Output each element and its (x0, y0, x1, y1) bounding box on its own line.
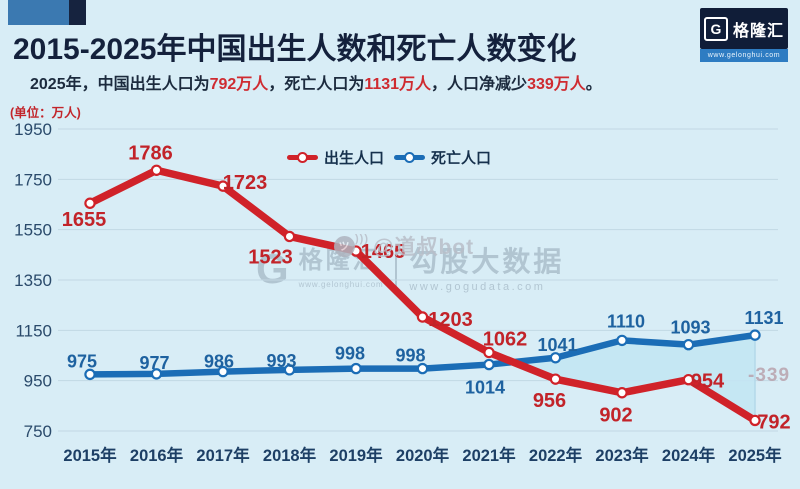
birth-value-label: 792 (757, 411, 790, 433)
subtitle-highlight: 339万人 (527, 76, 586, 93)
birth-value-label: 1655 (62, 209, 107, 231)
header-accent-navy (69, 0, 86, 25)
data-point-marker (616, 387, 628, 399)
gelonghui-url: www.gelonghui.com (700, 49, 788, 62)
birth-line-marker-icon (287, 152, 318, 163)
data-point-marker (84, 197, 96, 209)
data-point-marker (416, 362, 429, 375)
death-value-label: 1014 (465, 378, 505, 398)
legend-label-death: 死亡人口 (431, 150, 492, 167)
weibo-waves-icon: ))) (355, 233, 369, 245)
death-value-label: 986 (204, 352, 234, 372)
data-point-marker (217, 365, 229, 378)
death-value-label: 1041 (537, 335, 577, 355)
gelonghui-g-icon: G (703, 16, 728, 41)
data-point-marker (283, 364, 296, 376)
birth-value-label: 1723 (223, 172, 268, 194)
header-accent-blue (8, 0, 69, 25)
watermark-gogudata-url: www.gogudata.com (409, 281, 546, 293)
birth-value-label: 1062 (483, 328, 528, 350)
x-tick-label: 2016年 (130, 445, 184, 465)
birth-value-label: 956 (533, 390, 566, 412)
watermark-g-icon: G (256, 245, 289, 292)
weibo-watermark-text: @道叔bot (373, 236, 475, 259)
subtitle: 2025年，中国出生人口为792万人，死亡人口为1131万人，人口净减少339万… (30, 70, 770, 94)
deficit-fill-area (513, 335, 755, 421)
subtitle-text: ，人口净减少 (431, 76, 528, 93)
birth-value-label: 1465 (361, 241, 406, 263)
birth-value-label: 1523 (248, 246, 293, 268)
page-title: 2015-2025年中国出生人数和死亡人数变化 (13, 33, 577, 66)
data-point-marker (682, 338, 695, 351)
data-point-marker (150, 368, 163, 380)
x-tick-label: 2022年 (529, 445, 583, 465)
birth-value-label: 1203 (428, 309, 473, 331)
net-change-annotation: -339 (748, 365, 791, 386)
x-tick-label: 2024年 (662, 445, 716, 465)
gelonghui-logo: G 格隆汇 www.gelonghui.com (700, 8, 788, 62)
subtitle-text: 2025年，中国出生人口为 (30, 76, 210, 93)
data-point-marker (350, 362, 362, 375)
subtitle-highlight: 1131万人 (364, 76, 432, 93)
death-value-label: 1093 (670, 318, 710, 338)
watermark-divider (395, 248, 398, 292)
death-value-label: 998 (335, 344, 365, 364)
data-point-marker (616, 334, 628, 347)
data-point-marker (749, 329, 761, 341)
y-tick-label: 750 (24, 422, 52, 441)
weibo-panda-icon: ツ (334, 235, 355, 257)
x-tick-label: 2023年 (595, 445, 649, 465)
data-point-marker (283, 230, 296, 243)
data-point-marker (217, 180, 229, 192)
y-tick-label: 1150 (15, 321, 52, 340)
unit-label: (单位：万人) (10, 106, 81, 120)
death-value-label: 975 (67, 351, 97, 371)
y-tick-label: 1750 (14, 170, 52, 189)
x-tick-label: 2021年 (462, 445, 516, 465)
x-tick-label: 2025年 (728, 445, 782, 465)
data-point-marker (84, 368, 96, 381)
x-tick-label: 2019年 (329, 445, 383, 465)
x-tick-label: 2018年 (263, 445, 317, 465)
data-point-marker (150, 164, 163, 176)
data-point-marker (682, 373, 695, 386)
death-value-label: 993 (266, 351, 296, 371)
chart-legend: 出生人口 死亡人口 (287, 147, 491, 168)
subtitle-highlight: 792万人 (209, 76, 269, 93)
death-value-label: 1110 (607, 311, 645, 331)
weibo-watermark: ツ))) @道叔bot (334, 231, 474, 261)
birth-value-label: 902 (599, 405, 632, 427)
x-tick-label: 2017年 (196, 445, 250, 465)
legend-label-birth: 出生人口 (324, 150, 385, 167)
watermark-gogudata: 勾股大数据 (409, 246, 565, 277)
data-point-marker (483, 346, 495, 359)
data-point-marker (549, 373, 562, 385)
birth-line (86, 166, 759, 425)
data-point-marker (749, 414, 761, 427)
y-tick-label: 950 (24, 372, 52, 391)
legend-item-birth: 出生人口 (287, 147, 384, 168)
subtitle-text: ，死亡人口为 (268, 76, 365, 93)
gelonghui-brand-text: 格隆汇 (732, 22, 784, 40)
birth-value-label: 954 (691, 371, 725, 393)
y-tick-label: 1350 (14, 271, 52, 290)
death-value-label: 998 (395, 346, 425, 366)
data-point-marker (416, 311, 429, 323)
x-tick-label: 2015年 (63, 445, 117, 465)
death-line-marker-icon (394, 152, 426, 163)
x-tick-label: 2020年 (396, 445, 450, 465)
death-value-label: 1131 (744, 308, 783, 328)
watermark-gelonghui-url: www.gelonghui.com (298, 280, 384, 289)
y-tick-label: 1950 (14, 120, 52, 139)
birth-value-label: 1786 (128, 142, 173, 164)
death-value-label: 977 (139, 353, 169, 373)
data-point-marker (549, 352, 562, 364)
subtitle-text: 。 (585, 76, 602, 93)
legend-item-death: 死亡人口 (394, 147, 491, 168)
data-point-marker (483, 358, 495, 371)
y-tick-label: 1550 (14, 221, 52, 240)
